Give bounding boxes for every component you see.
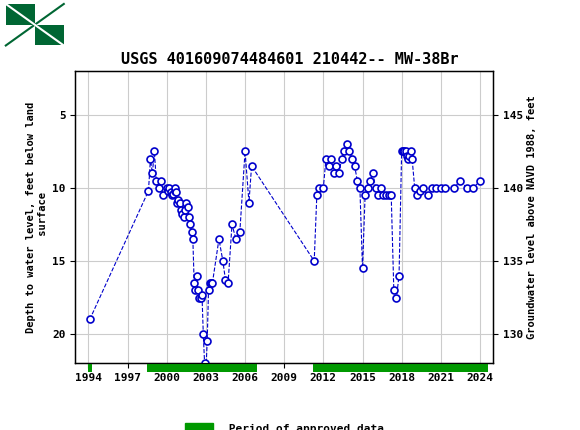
FancyBboxPatch shape	[6, 4, 64, 46]
Y-axis label: Depth to water level, feet below land
 surface: Depth to water level, feet below land su…	[27, 101, 48, 333]
Legend:  Period of approved data: Period of approved data	[180, 419, 388, 430]
Text: USGS: USGS	[78, 16, 122, 34]
Bar	[6, 4, 35, 25]
Y-axis label: Groundwater level above NAVD 1988, feet: Groundwater level above NAVD 1988, feet	[527, 95, 537, 339]
Bar	[147, 363, 257, 372]
Bar	[35, 25, 64, 46]
Bar	[89, 363, 92, 372]
Bar	[313, 363, 488, 372]
Text: USGS 401609074484601 210442-- MW-38Br: USGS 401609074484601 210442-- MW-38Br	[121, 52, 459, 67]
